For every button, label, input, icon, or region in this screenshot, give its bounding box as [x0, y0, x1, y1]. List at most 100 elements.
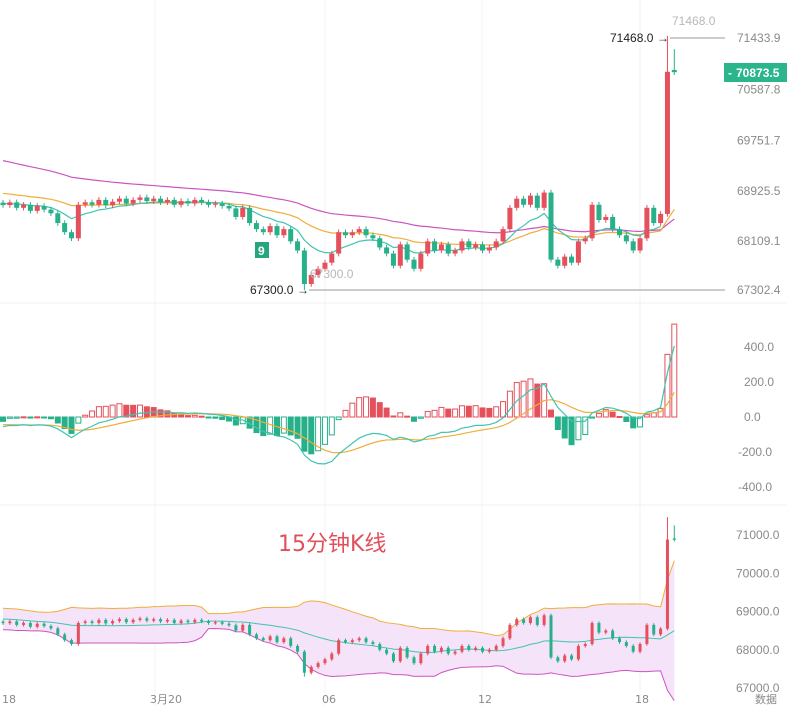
macd-bar [116, 403, 123, 418]
macd-bar [102, 405, 109, 418]
macd-bar [321, 416, 328, 445]
candle-down [185, 198, 191, 207]
candle-up [152, 617, 156, 623]
candle-down [301, 247, 307, 291]
macd-bar [404, 415, 411, 418]
last-price-tag[interactable]: - 70873.5 [724, 63, 787, 82]
candle-body [261, 638, 265, 641]
candle-body [117, 619, 121, 622]
candle-body [363, 229, 369, 236]
macd-bar [548, 409, 554, 418]
macd-bar [68, 416, 75, 434]
macd-bar [465, 405, 472, 418]
macd-bar [219, 416, 226, 420]
candle-down [295, 238, 301, 254]
ma-long-line [2, 160, 675, 234]
macd-bar [602, 409, 609, 418]
candle-body [309, 666, 313, 673]
candle-body [514, 198, 520, 208]
candle-down [253, 220, 259, 232]
macd-bar [554, 416, 561, 431]
candle-up [474, 646, 478, 652]
candle-up [589, 202, 595, 242]
candle-body [631, 645, 635, 652]
macd-bar [47, 416, 54, 420]
candle-body [301, 250, 307, 285]
candle-body [644, 207, 650, 239]
candle-body [589, 204, 595, 239]
time-tick-label: 06 [322, 693, 336, 706]
candle-down [363, 226, 369, 238]
macd-bar [349, 402, 356, 418]
candle-down [145, 616, 149, 623]
candle-body [83, 621, 87, 623]
candle-up [397, 241, 403, 269]
candle-down [522, 617, 526, 625]
candle-body [200, 619, 204, 622]
macd-bar [582, 416, 589, 435]
candle-body [172, 619, 176, 623]
candle-up [575, 238, 581, 266]
candle-up [659, 626, 663, 637]
candle-up [116, 195, 122, 205]
min-price-label: 67300.0 [250, 283, 294, 297]
macd-bar [315, 416, 322, 452]
macd-bar [198, 415, 205, 418]
boll-band-fill [3, 560, 675, 701]
candle-body [652, 624, 656, 635]
price-tick-label: 67302.4 [737, 283, 781, 297]
candle-body [446, 647, 450, 654]
macd-bar [335, 416, 342, 421]
candle-body [207, 621, 210, 623]
candle-up [337, 638, 341, 656]
candle-body [638, 644, 642, 652]
candle-body [152, 619, 156, 621]
candle-body [116, 198, 122, 202]
candle-body [130, 199, 136, 204]
candle-down [651, 205, 657, 226]
candle-up [563, 653, 567, 663]
macd-bar [575, 416, 582, 441]
candle-body [418, 253, 424, 269]
candle-down [405, 646, 409, 660]
macd-bar [534, 383, 541, 418]
candle-body [637, 238, 643, 251]
macd-bar [164, 410, 171, 418]
candle-body [659, 628, 663, 635]
candle-up [494, 644, 498, 652]
candle-down [412, 655, 416, 665]
candle-body [433, 645, 437, 652]
macd-bar [506, 390, 513, 418]
candle-body [439, 647, 443, 652]
candle-down [41, 203, 47, 213]
candle-up [665, 517, 669, 631]
candle-down [618, 636, 621, 644]
macd-bar [417, 416, 424, 419]
chart-title: 15分钟K线 [278, 532, 386, 557]
candle-up [151, 195, 157, 204]
candle-down [296, 644, 300, 654]
candle-down [556, 655, 560, 663]
candle-body [364, 638, 368, 643]
candle-body [452, 250, 458, 254]
candle-down [343, 229, 348, 238]
candle-body [590, 622, 594, 645]
candle-up [179, 618, 183, 625]
candle-body [330, 653, 334, 660]
candle-body [7, 202, 13, 206]
candle-body [111, 621, 115, 624]
candle-body [391, 653, 395, 662]
candle-body [438, 244, 444, 251]
boll-tick-label: 71000.0 [736, 528, 780, 542]
candle-up [110, 198, 116, 209]
max-price-label: 71468.0 [610, 31, 654, 45]
candle-up [419, 651, 423, 665]
macd-dif-line [2, 345, 675, 465]
candle-body [55, 213, 61, 224]
candle-down [89, 199, 95, 208]
candle-body [597, 622, 601, 633]
macd-bar [616, 415, 623, 418]
candle-body [623, 235, 629, 242]
candle-body [556, 657, 560, 662]
